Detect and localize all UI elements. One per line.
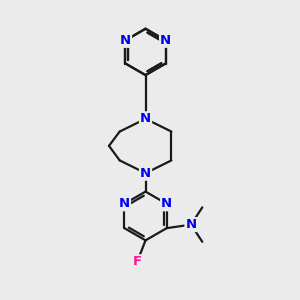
Text: N: N [140,167,151,180]
Text: N: N [185,218,197,231]
Text: N: N [119,197,130,210]
Text: N: N [160,34,171,47]
Text: N: N [120,34,131,47]
Text: F: F [133,255,142,268]
Text: N: N [161,197,172,210]
Text: N: N [140,112,151,125]
